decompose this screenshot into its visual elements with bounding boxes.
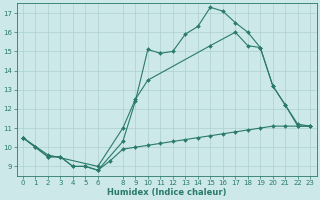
X-axis label: Humidex (Indice chaleur): Humidex (Indice chaleur) [107, 188, 226, 197]
